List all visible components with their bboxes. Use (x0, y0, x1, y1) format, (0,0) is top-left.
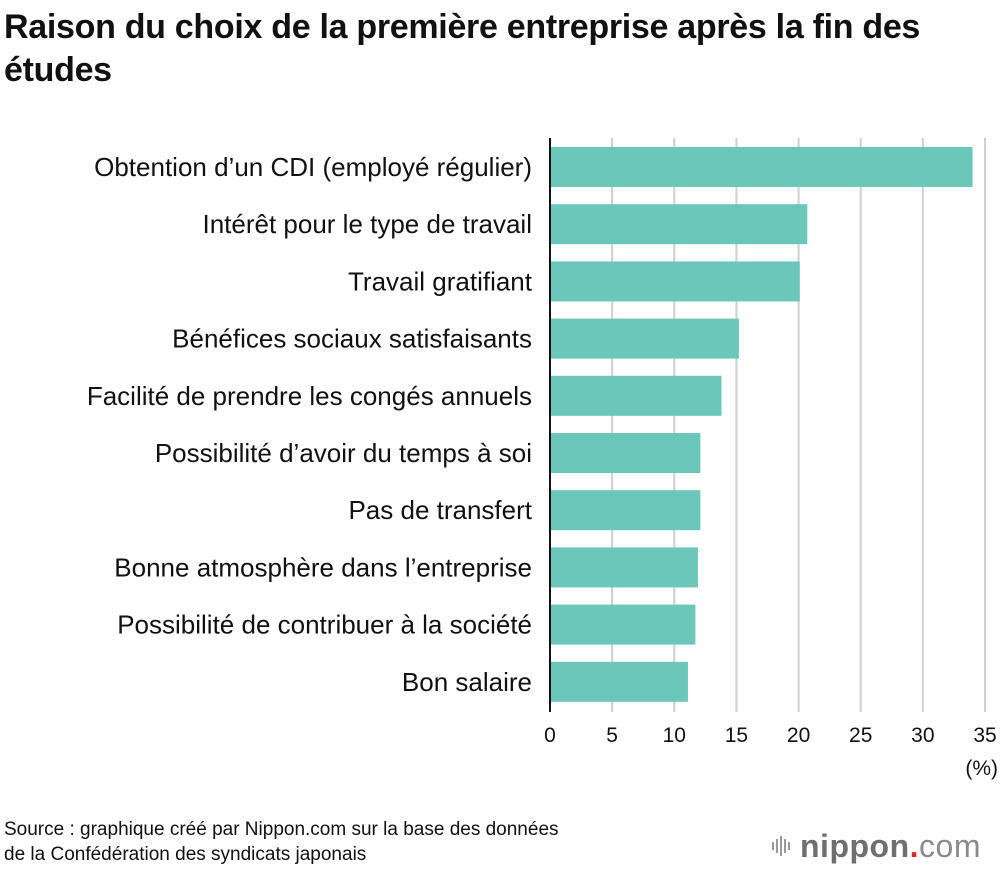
bars (550, 147, 973, 702)
bar (550, 604, 696, 645)
x-tick-label: 35 (973, 724, 996, 747)
source-line-1: Source : graphique créé par Nippon.com s… (4, 819, 559, 840)
x-tick-label: 15 (725, 724, 748, 747)
x-axis-unit: (%) (965, 757, 998, 780)
category-label: Intérêt pour le type de travail (202, 209, 532, 239)
nippon-logo: nippon.com (772, 828, 981, 864)
bar (550, 375, 722, 416)
logo-sound-icon (772, 836, 790, 856)
category-label: Possibilité d’avoir du temps à soi (155, 438, 532, 468)
logo-wordmark: nippon.com (800, 827, 981, 864)
x-tick-label: 0 (544, 724, 556, 747)
bar-chart: Obtention d’un CDI (employé régulier) Int… (87, 138, 998, 780)
bar (550, 204, 808, 245)
category-labels: Obtention d’un CDI (employé régulier) Int… (87, 152, 533, 697)
category-label: Facilité de prendre les congés annuels (87, 381, 532, 411)
bar (550, 490, 701, 531)
source-note: Source : graphique créé par Nippon.com s… (4, 817, 559, 867)
bar (550, 547, 698, 588)
category-label: Travail gratifiant (348, 266, 533, 296)
category-label: Bon salaire (402, 667, 532, 697)
x-tick-label: 5 (606, 724, 618, 747)
category-label: Bénéfices sociaux satisfaisants (172, 324, 532, 354)
category-label: Pas de transfert (348, 495, 532, 525)
bar (550, 147, 973, 187)
x-tick-labels: 0 5 10 15 20 25 30 35 (544, 724, 997, 747)
x-tick-label: 20 (787, 724, 810, 747)
category-label: Obtention d’un CDI (employé régulier) (94, 152, 532, 182)
category-label: Bonne atmosphère dans l’entreprise (114, 552, 532, 582)
source-line-2: de la Confédération des syndicats japona… (4, 844, 367, 865)
chart-title: Raison du choix de la première entrepris… (4, 8, 921, 89)
bar (550, 433, 701, 473)
bar (550, 661, 688, 702)
x-tick-label: 25 (849, 724, 872, 747)
x-tick-label: 10 (663, 724, 686, 747)
category-label: Possibilité de contribuer à la société (117, 610, 532, 640)
bar (550, 261, 800, 302)
bar (550, 318, 739, 359)
x-tick-label: 30 (911, 724, 934, 747)
